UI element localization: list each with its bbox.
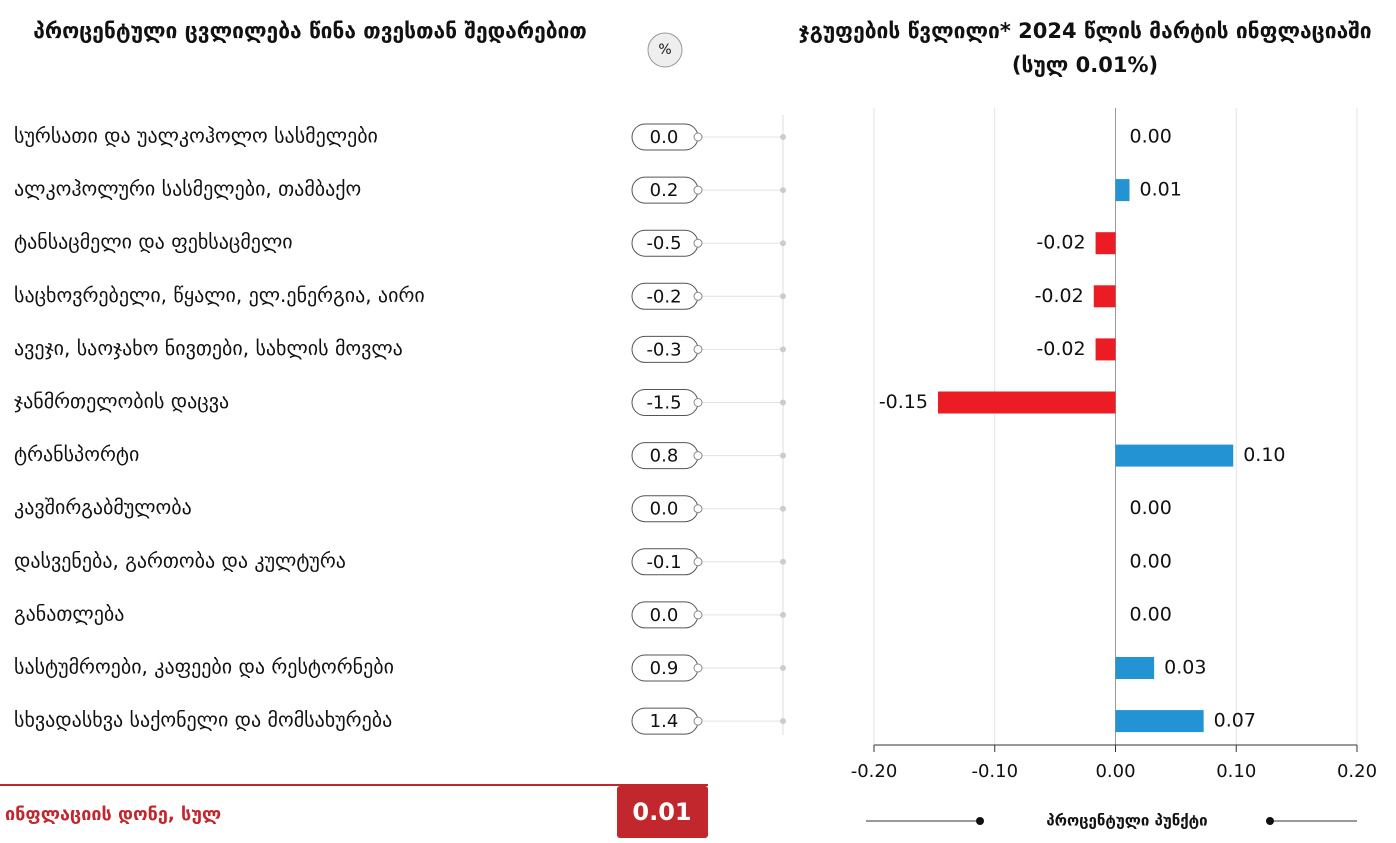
unit-badge bbox=[647, 32, 683, 68]
pill-knob bbox=[693, 185, 703, 195]
table-title: პროცენტული ცვლილება წინა თვესთან შედარებ… bbox=[33, 19, 587, 43]
row-dot bbox=[780, 399, 786, 406]
pill-knob bbox=[693, 398, 703, 407]
bar bbox=[1095, 232, 1116, 255]
x-tick-label: -0.10 bbox=[971, 761, 1018, 782]
category-label: კავშირგაბმულობა bbox=[14, 495, 192, 519]
row-dot bbox=[780, 558, 786, 565]
category-label: ალკოჰოლური სასმელები, თამბაქო bbox=[14, 177, 361, 201]
value-label: -0.15 bbox=[879, 391, 928, 413]
row-dot bbox=[780, 611, 786, 618]
row-dot bbox=[780, 346, 786, 353]
monthly-change: -0.1 bbox=[646, 552, 681, 573]
pill-knob bbox=[693, 557, 703, 567]
category-label: სასტუმროები, კაფეები და რესტორნები bbox=[14, 655, 394, 679]
monthly-change: 0.0 bbox=[650, 127, 679, 148]
value-label: 0.00 bbox=[1130, 497, 1172, 519]
category-label: სხვადასხვა საქონელი და მომსახურება bbox=[14, 708, 392, 732]
category-label: განათლება bbox=[14, 601, 124, 625]
value-label: -0.02 bbox=[1036, 338, 1085, 360]
pill-knob bbox=[693, 663, 703, 673]
row-dot bbox=[780, 505, 786, 512]
row-dot bbox=[780, 665, 786, 671]
footer-label: ინფლაციის დონე, სულ bbox=[5, 804, 221, 825]
monthly-change: -0.5 bbox=[646, 233, 681, 254]
value-label: 0.07 bbox=[1214, 710, 1256, 732]
monthly-change: 1.4 bbox=[650, 711, 679, 732]
monthly-change: -0.2 bbox=[646, 286, 681, 307]
value-label: 0.00 bbox=[1130, 126, 1172, 148]
category-label: საცხოვრებელი, წყალი, ელ.ენერგია, აირი bbox=[14, 283, 425, 307]
monthly-change: 0.0 bbox=[650, 605, 679, 626]
row-dot bbox=[780, 452, 786, 459]
pill-knob bbox=[693, 504, 703, 514]
pill-knob bbox=[693, 610, 703, 620]
pill-knob bbox=[693, 451, 703, 461]
chart-title: ჯგუფების წვლილი* 2024 წლის მარტის ინფლაც… bbox=[798, 19, 1372, 77]
bar bbox=[1115, 444, 1234, 467]
category-label: დასვენება, გართობა და კულტურა bbox=[14, 548, 346, 572]
row-dot bbox=[780, 187, 786, 194]
bar bbox=[1093, 285, 1116, 308]
axis-label-dot bbox=[976, 817, 984, 825]
monthly-change: -1.5 bbox=[646, 393, 681, 414]
bar bbox=[1095, 338, 1116, 361]
category-label: ტანსაცმელი და ფეხსაცმელი bbox=[14, 230, 293, 254]
pill-knob bbox=[693, 132, 703, 142]
pill-knob bbox=[693, 291, 703, 301]
pill-knob bbox=[693, 344, 703, 354]
value-label: 0.03 bbox=[1164, 657, 1206, 679]
bar bbox=[937, 391, 1116, 414]
x-tick-label: -0.20 bbox=[851, 761, 898, 782]
pill-knob bbox=[693, 238, 703, 248]
row-dot bbox=[780, 134, 786, 140]
monthly-change: 0.0 bbox=[650, 499, 679, 520]
monthly-change: -0.3 bbox=[646, 339, 681, 360]
unit: % bbox=[658, 42, 671, 58]
value-label: 0.10 bbox=[1243, 444, 1285, 466]
category-label: ჯანმრთელობის დაცვა bbox=[14, 389, 229, 413]
row-dot bbox=[780, 718, 786, 725]
x-tick-label: 0.20 bbox=[1337, 761, 1377, 782]
value-label: -0.02 bbox=[1035, 285, 1084, 307]
value-label: 0.00 bbox=[1130, 603, 1172, 625]
row-dot bbox=[780, 240, 786, 247]
bar bbox=[1115, 657, 1155, 679]
footer-value: 0.01 bbox=[632, 798, 691, 826]
x-axis-label: პროცენტული პუნქტი bbox=[1046, 812, 1207, 830]
axis-label-dot bbox=[1266, 817, 1274, 825]
value-label: -0.02 bbox=[1036, 232, 1085, 254]
x-tick-label: 0.10 bbox=[1216, 761, 1256, 782]
monthly-change: 0.2 bbox=[650, 180, 679, 201]
monthly-change: 0.8 bbox=[650, 446, 679, 467]
monthly-change: 0.9 bbox=[650, 658, 679, 679]
value-label: 0.01 bbox=[1140, 179, 1182, 201]
row-dot bbox=[780, 293, 786, 300]
pill-knob bbox=[693, 716, 703, 726]
footer-box bbox=[617, 786, 708, 838]
category-label: ტრანსპორტი bbox=[14, 442, 139, 466]
category-label: სურსათი და უალკოჰოლო სასმელები bbox=[14, 124, 378, 148]
bar bbox=[1115, 710, 1204, 733]
x-tick-label: 0.00 bbox=[1095, 761, 1135, 782]
category-label: ავეჯი, საოჯახო ნივთები, სახლის მოვლა bbox=[14, 336, 403, 360]
bar bbox=[1115, 179, 1130, 202]
value-label: 0.00 bbox=[1130, 550, 1172, 572]
